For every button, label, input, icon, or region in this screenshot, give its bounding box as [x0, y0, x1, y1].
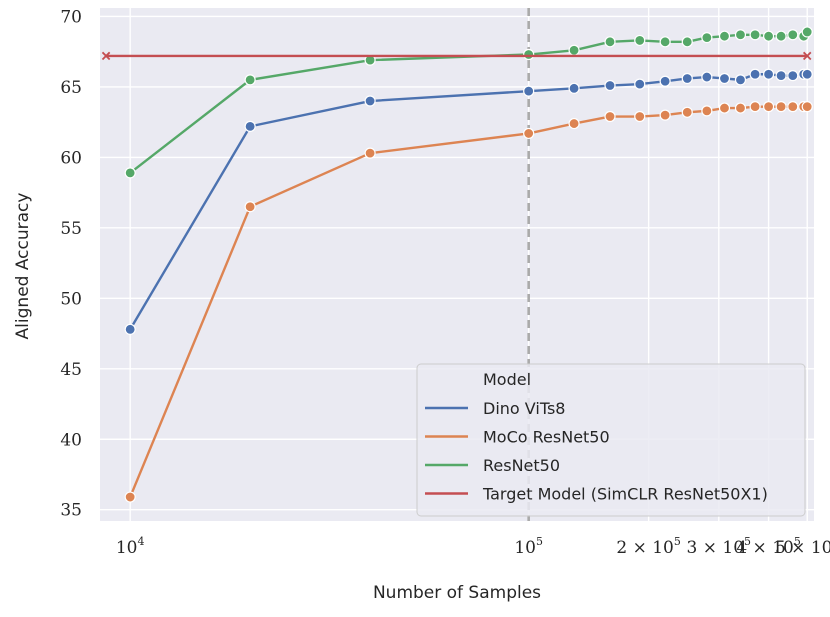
x-marker-stroke	[802, 51, 812, 61]
data-point	[787, 70, 799, 82]
data-point	[604, 36, 616, 48]
data-point	[787, 101, 799, 113]
data-point	[523, 48, 535, 61]
data-point	[124, 491, 136, 503]
data-point	[659, 36, 671, 48]
data-point	[701, 31, 713, 44]
data-point	[718, 30, 731, 42]
legend-label: Dino ViTs8	[483, 399, 565, 418]
data-point	[734, 29, 747, 41]
y-axis-ticks: 35 40 45 50 55 60 65 70	[60, 7, 82, 520]
data-point	[659, 75, 671, 87]
x-tick-label: 5 × 105	[775, 535, 830, 558]
data-point	[734, 102, 747, 114]
y-axis-label: Aligned Accuracy	[13, 193, 33, 340]
data-point	[244, 74, 256, 86]
y-tick-label: 35	[60, 501, 82, 521]
legend-title: Model	[483, 370, 531, 389]
data-point	[634, 110, 646, 123]
data-point	[568, 117, 580, 130]
data-point	[681, 106, 693, 118]
data-point	[718, 102, 731, 114]
data-point	[364, 147, 376, 159]
data-point	[749, 68, 761, 80]
data-point	[244, 120, 256, 132]
data-point	[364, 95, 376, 107]
series-moco-resnet50	[124, 101, 813, 503]
y-tick-label: 40	[60, 430, 82, 450]
y-tick-label: 50	[60, 289, 82, 309]
data-point	[787, 29, 799, 41]
y-tick-label: 45	[60, 360, 82, 380]
data-point	[681, 72, 693, 85]
data-point	[775, 70, 787, 82]
x-tick-label: 2 × 105	[616, 535, 681, 558]
x-tick-label: 4 × 105	[736, 535, 801, 558]
data-point	[568, 44, 580, 56]
data-point	[801, 68, 813, 80]
legend-label: ResNet50	[483, 456, 560, 475]
legend-label: Target Model (SimCLR ResNet50X1)	[482, 485, 768, 504]
data-point	[701, 105, 713, 117]
x-marker	[802, 51, 812, 61]
data-point	[701, 71, 713, 83]
x-axis-label: Number of Samples	[373, 583, 541, 603]
x-marker-stroke	[101, 51, 111, 61]
data-point	[681, 36, 693, 48]
data-point	[775, 30, 787, 42]
legend-box	[416, 363, 806, 517]
data-point	[801, 26, 813, 38]
data-point	[523, 127, 535, 140]
data-point	[801, 101, 813, 113]
x-tick-label: 105	[514, 535, 543, 558]
data-point	[634, 34, 646, 47]
data-point	[762, 30, 775, 42]
data-point	[604, 110, 616, 123]
y-tick-label: 60	[60, 148, 82, 168]
data-point	[659, 109, 671, 121]
data-point	[718, 72, 731, 85]
series-group	[101, 26, 813, 503]
data-point	[124, 167, 136, 179]
x-tick-label: 104	[116, 535, 145, 558]
data-point	[775, 101, 787, 113]
data-point	[634, 78, 646, 90]
data-point	[762, 101, 775, 113]
data-point	[568, 82, 580, 94]
data-point	[244, 201, 256, 213]
data-point	[734, 74, 747, 86]
legend-label: MoCo ResNet50	[483, 428, 610, 447]
x-marker	[101, 51, 111, 61]
x-tick-label: 3 × 105	[687, 535, 752, 558]
y-tick-label: 55	[60, 219, 82, 239]
legend: Model Dino ViTs8 MoCo ResNet50 ResNet50 Tar…	[416, 363, 806, 517]
data-point	[749, 29, 761, 41]
data-point	[604, 79, 616, 92]
y-tick-label: 70	[60, 7, 82, 27]
data-point	[523, 85, 535, 97]
y-tick-label: 65	[60, 78, 82, 98]
series-dino-vits8	[124, 68, 813, 335]
series-target-model-simclr-resnet50x1	[101, 51, 812, 61]
data-point	[762, 68, 775, 80]
data-point	[749, 101, 761, 113]
data-point	[124, 323, 136, 335]
